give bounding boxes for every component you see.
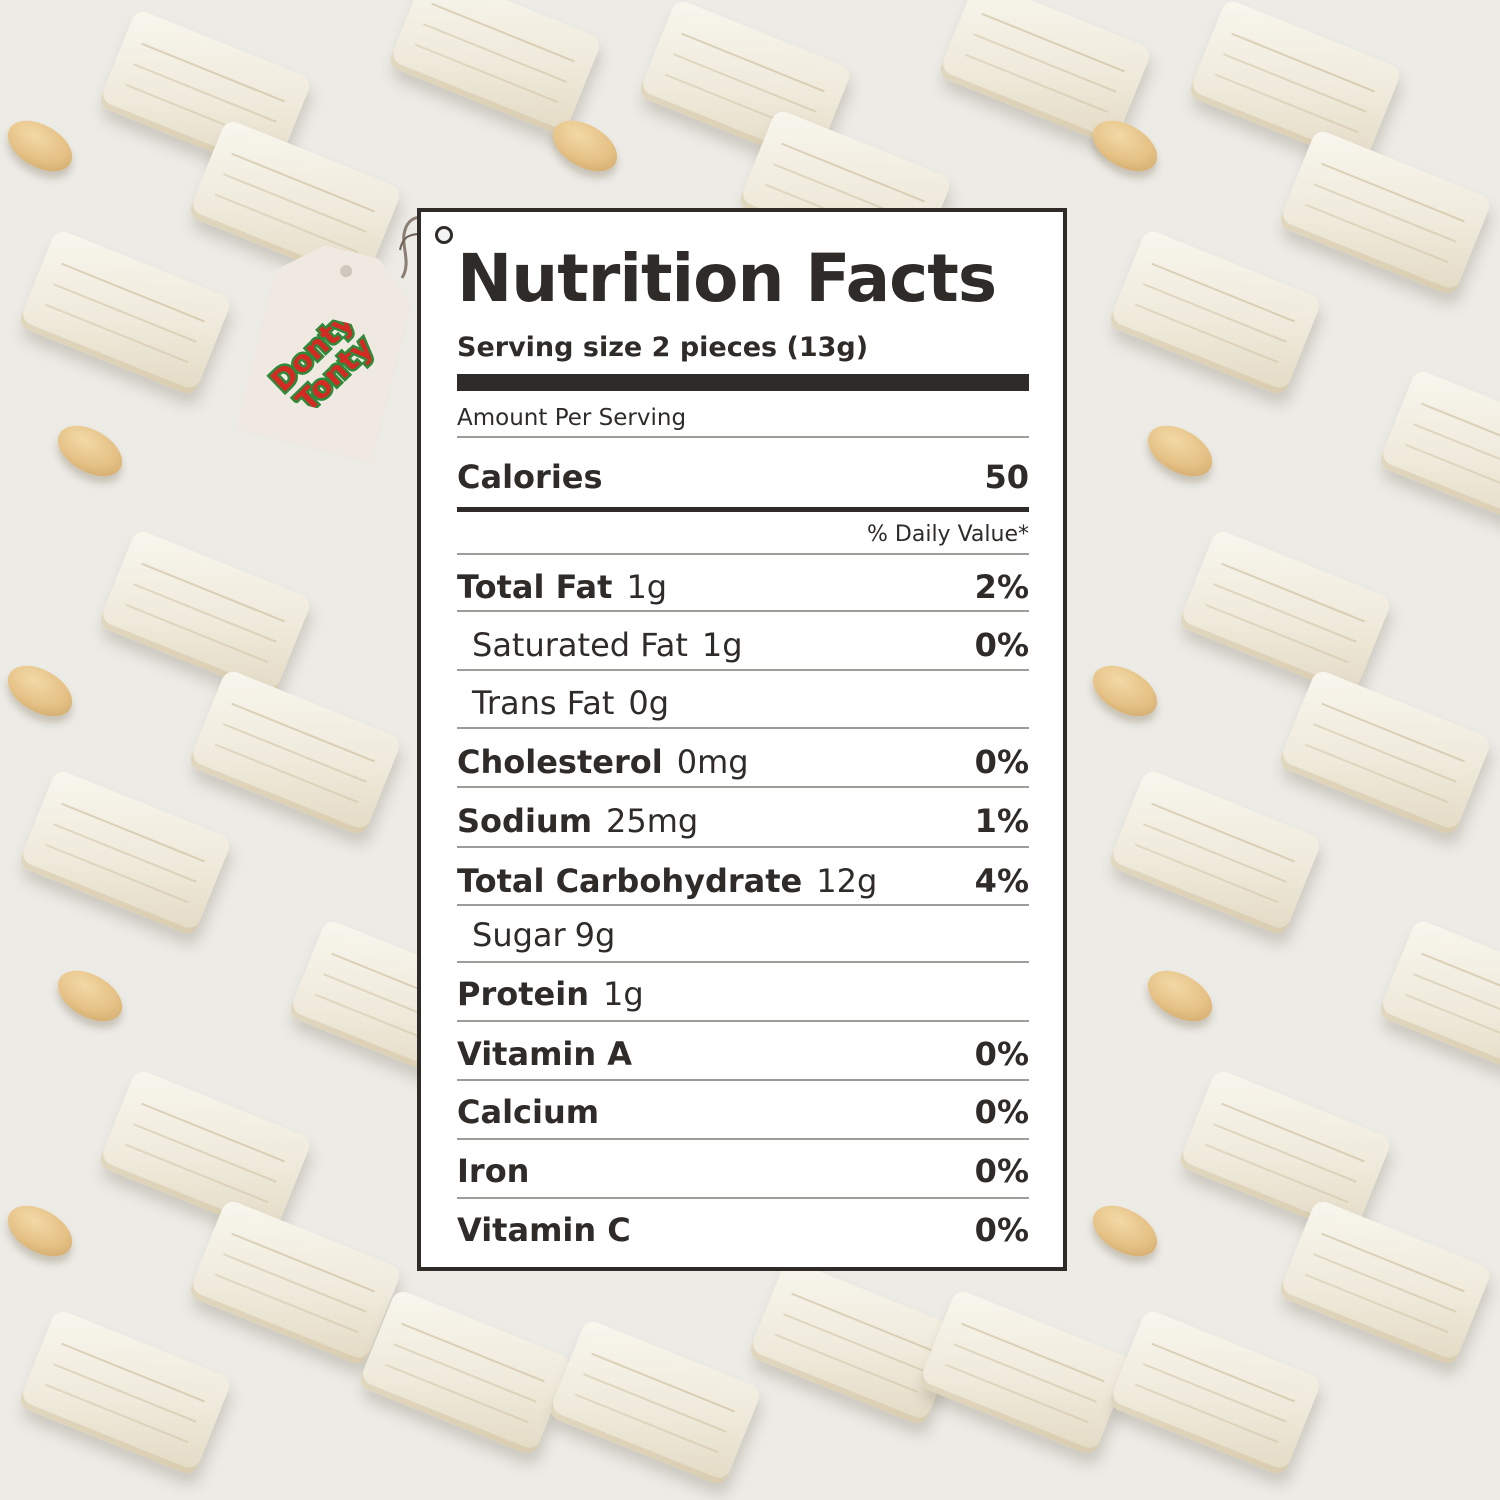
divider <box>457 610 1029 612</box>
nutrient-label: Sodium <box>457 802 593 840</box>
brand-tag: Donty Tonty <box>236 235 420 463</box>
thick-divider <box>457 374 1029 391</box>
nutrient-row-vitamin-c: Vitamin C 0% <box>457 1210 1029 1250</box>
nutrient-daily-value: 1% <box>974 802 1029 840</box>
nutrient-amount: 0mg <box>676 743 749 781</box>
divider <box>457 727 1029 729</box>
nutrient-label: Vitamin C <box>457 1211 631 1249</box>
nutrient-row-total-carbohydrate: Total Carbohydrate 12g 4% <box>457 861 1029 901</box>
nutrient-row-sugar: Sugar 9g <box>457 915 1029 955</box>
nutrient-row-protein: Protein 1g <box>457 974 1029 1014</box>
nutrient-amount: 1g <box>602 975 644 1013</box>
nutrient-label: Vitamin A <box>457 1035 633 1073</box>
nutrient-daily-value: 4% <box>974 862 1029 900</box>
nutrient-amount: 0g <box>628 684 670 722</box>
nutrient-amount: 12g <box>816 862 878 900</box>
divider <box>457 1079 1029 1081</box>
divider <box>457 1020 1029 1022</box>
nutrient-label: Calcium <box>457 1093 600 1131</box>
divider <box>457 786 1029 788</box>
brand-logo: Donty Tonty <box>262 306 383 421</box>
nutrient-label: Sugar <box>472 916 566 954</box>
nutrient-label: Protein <box>457 975 589 1013</box>
divider <box>457 553 1029 555</box>
nutrient-daily-value: 0% <box>974 743 1029 781</box>
panel-title: Nutrition Facts <box>457 240 997 317</box>
nutrient-amount: 9g <box>574 916 616 954</box>
divider <box>457 961 1029 963</box>
nutrient-daily-value: 0% <box>974 1152 1029 1190</box>
divider <box>457 1197 1029 1199</box>
nutrient-label: Total Carbohydrate <box>457 862 803 900</box>
nutrient-row-trans-fat: Trans Fat 0g <box>457 683 1029 723</box>
daily-value-header: % Daily Value* <box>867 522 1029 547</box>
nutrient-row-saturated-fat: Saturated Fat 1g 0% <box>457 625 1029 665</box>
nutrient-label: Trans Fat <box>472 684 615 722</box>
nutrient-amount: 1g <box>626 568 668 606</box>
nutrient-daily-value: 0% <box>974 1035 1029 1073</box>
divider <box>457 436 1029 438</box>
medium-divider <box>457 507 1029 512</box>
nutrient-amount: 25mg <box>606 802 699 840</box>
nutrient-row-cholesterol: Cholesterol 0mg 0% <box>457 742 1029 782</box>
nutrient-row-sodium: Sodium 25mg 1% <box>457 801 1029 841</box>
serving-size: Serving size 2 pieces (13g) <box>457 332 869 363</box>
divider <box>457 904 1029 906</box>
nutrient-row-calcium: Calcium 0% <box>457 1092 1029 1132</box>
divider <box>457 1138 1029 1140</box>
nutrient-daily-value: 0% <box>974 1093 1029 1131</box>
divider <box>457 669 1029 671</box>
nutrient-label: Cholesterol <box>457 743 663 781</box>
nutrition-facts-card: Nutrition Facts Serving size 2 pieces (1… <box>417 208 1067 1271</box>
nutrient-daily-value: 0% <box>974 626 1029 664</box>
nutrient-row-vitamin-a: Vitamin A 0% <box>457 1034 1029 1074</box>
nutrient-label: Total Fat <box>457 568 613 606</box>
card-hole <box>435 226 453 244</box>
nutrient-row-iron: Iron 0% <box>457 1151 1029 1191</box>
calories-label: Calories <box>457 458 603 496</box>
nutrient-row-total-fat: Total Fat 1g 2% <box>457 567 1029 607</box>
divider <box>457 846 1029 848</box>
nutrient-daily-value: 2% <box>974 568 1029 606</box>
nutrient-daily-value: 0% <box>974 1211 1029 1249</box>
amount-per-serving: Amount Per Serving <box>457 405 687 431</box>
nutrient-amount: 1g <box>701 626 743 664</box>
nutrient-label: Saturated Fat <box>472 626 688 664</box>
calories-row: Calories 50 <box>457 457 1029 497</box>
nutrient-label: Iron <box>457 1152 530 1190</box>
calories-value: 50 <box>984 458 1029 496</box>
